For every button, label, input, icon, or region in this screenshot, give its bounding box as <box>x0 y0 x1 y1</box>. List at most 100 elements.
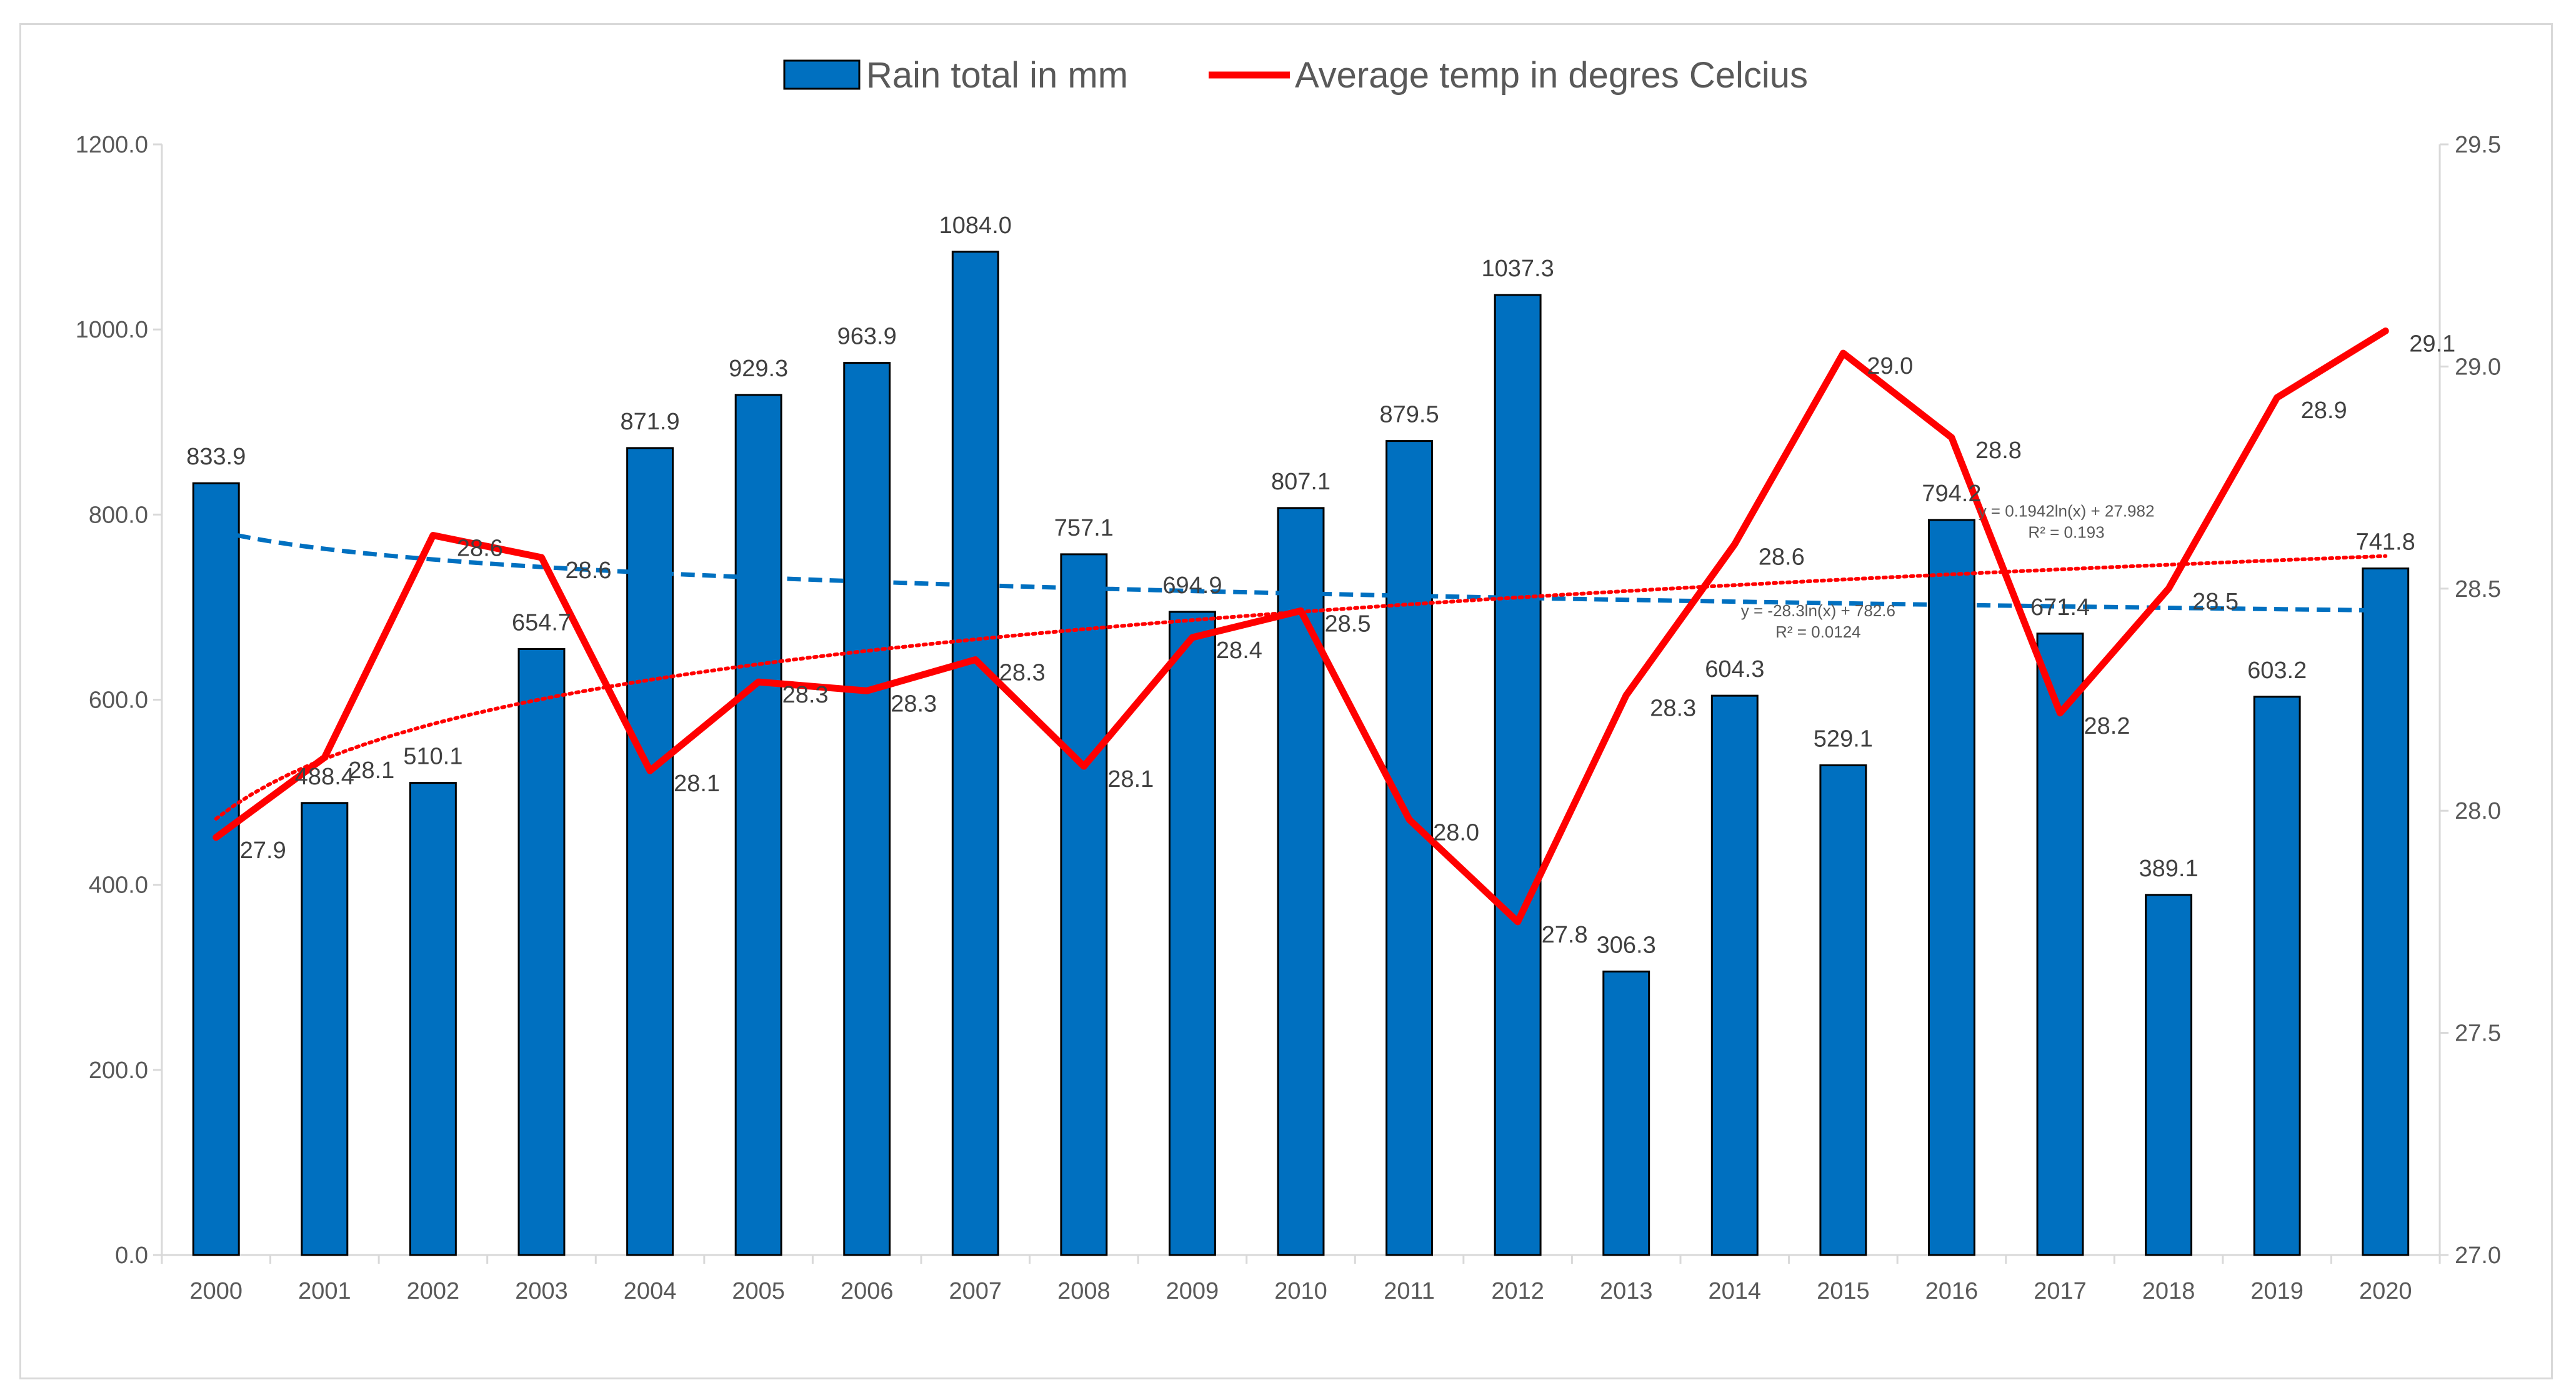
x-tick-label: 2000 <box>190 1278 243 1304</box>
rain-bar <box>843 362 891 1256</box>
x-tick-label: 2010 <box>1274 1278 1327 1304</box>
x-tick-label: 2002 <box>407 1278 460 1304</box>
x-tick-label: 2019 <box>2250 1278 2304 1304</box>
rain-bar <box>1494 294 1542 1256</box>
rain-trend-equation: y = -28.3ln(x) + 782.6 <box>1741 601 1895 620</box>
y-left-tick-label: 1200.0 <box>76 132 148 158</box>
y-left-tick-label: 0.0 <box>115 1242 148 1269</box>
temp-point-label: 28.1 <box>674 771 720 797</box>
y-right-tick-label: 27.0 <box>2455 1242 2501 1269</box>
x-tick-label: 2007 <box>949 1278 1002 1304</box>
temp-trend-equation: y = 0.1942ln(x) + 27.982 <box>1979 501 2155 520</box>
x-tick-label: 2015 <box>1817 1278 1870 1304</box>
x-tick-label: 2016 <box>1925 1278 1979 1304</box>
rain-bar <box>626 447 674 1256</box>
y-left-tick-label: 800.0 <box>89 502 148 528</box>
rain-bar-label: 807.1 <box>1271 469 1330 495</box>
bar-labels: 833.9 488.4 510.1 654.7 871.9 929.3 963.9 1084.… <box>186 212 2415 959</box>
rain-bar-label: 654.7 <box>512 609 571 636</box>
x-tick-label: 2012 <box>1491 1278 1544 1304</box>
rain-bar-label: 1037.3 <box>1482 256 1554 282</box>
temperature-labels: 27.9 28.1 28.6 28.6 28.1 28.3 28.3 28.3 28.1 28.4… <box>240 331 2455 948</box>
temp-point-label: 28.6 <box>457 536 503 562</box>
temp-point-label: 27.9 <box>240 838 286 864</box>
rain-bar-label: 510.1 <box>403 744 462 770</box>
legend-label-temp: Average temp in degres Celcius <box>1295 55 1808 96</box>
rain-bar <box>2253 696 2301 1256</box>
temp-point-label: 29.0 <box>1867 353 1913 379</box>
temp-point-label: 27.8 <box>1542 922 1588 948</box>
rain-bar <box>1385 440 1434 1256</box>
rain-bar <box>1927 519 1975 1256</box>
rain-bar-label: 529.1 <box>1814 726 1873 752</box>
temp-point-label: 28.5 <box>1325 611 1371 637</box>
rain-bar <box>517 648 566 1256</box>
y-right-tick-label: 28.5 <box>2455 576 2501 602</box>
rain-trendline <box>216 528 2386 613</box>
x-tick-label: 2018 <box>2142 1278 2195 1304</box>
bars <box>192 251 2410 1256</box>
rain-temperature-chart: Rain total in mm Average temp in degres … <box>76 55 2501 1304</box>
rain-bar-label: 963.9 <box>837 324 897 350</box>
temp-point-label: 29.1 <box>2409 331 2455 358</box>
temp-trend-r2: R² = 0.193 <box>2028 522 2104 541</box>
rain-bar <box>951 251 999 1256</box>
temp-point-label: 28.4 <box>1216 638 1262 664</box>
rain-bar-label: 794.2 <box>1922 481 1981 507</box>
rain-bar <box>1168 611 1216 1256</box>
rain-trend-r2: R² = 0.0124 <box>1775 622 1861 641</box>
y-right-tick-label: 28.0 <box>2455 798 2501 824</box>
temperature-line-group <box>212 328 2389 926</box>
rain-bar-label: 488.4 <box>295 764 354 790</box>
legend-label-rain: Rain total in mm <box>866 55 1128 96</box>
rain-bar <box>2036 632 2084 1256</box>
temp-point-label: 28.1 <box>1107 766 1154 792</box>
rain-bar-label: 389.1 <box>2139 856 2199 882</box>
y-right-tick-label: 29.0 <box>2455 354 2501 380</box>
rain-bar <box>734 394 782 1256</box>
rain-bar <box>192 482 240 1256</box>
legend-swatch-rain <box>783 59 861 90</box>
y-left-tick-label: 1000.0 <box>76 317 148 343</box>
temp-point-label: 28.1 <box>348 758 394 784</box>
rain-bar <box>2362 568 2410 1256</box>
x-tick-label: 2005 <box>732 1278 785 1304</box>
rain-bar-label: 757.1 <box>1054 515 1114 541</box>
rain-bar <box>1819 764 1867 1256</box>
x-tick-label: 2011 <box>1384 1278 1435 1304</box>
x-tick-label: 2006 <box>841 1278 894 1304</box>
temp-point-label: 28.5 <box>2192 589 2239 615</box>
y-left-tick-label: 400.0 <box>89 872 148 899</box>
rain-bar-label: 741.8 <box>2356 529 2415 556</box>
rain-bar <box>1277 507 1325 1256</box>
temp-point-label: 28.0 <box>1433 819 1479 846</box>
x-tick-label: 2004 <box>624 1278 677 1304</box>
temp-point-label: 28.3 <box>891 691 937 717</box>
rain-bar-label: 306.3 <box>1597 932 1656 958</box>
rain-bar-label: 604.3 <box>1705 656 1764 682</box>
rain-bar-label: 1084.0 <box>939 212 1012 239</box>
rain-bar <box>1060 553 1108 1256</box>
rain-bar-label: 871.9 <box>621 409 680 435</box>
x-tick-label: 2001 <box>298 1278 351 1304</box>
rain-bar <box>301 802 349 1256</box>
y-left-tick-label: 600.0 <box>89 688 148 714</box>
y-right-tick-label: 27.5 <box>2455 1021 2501 1047</box>
rain-bar-label: 929.3 <box>729 356 788 382</box>
rain-bar <box>1710 694 1759 1256</box>
rain-bar-label: 694.9 <box>1162 572 1222 599</box>
rain-bar <box>2145 894 2193 1256</box>
y-left-tick-label: 200.0 <box>89 1058 148 1084</box>
legend: Rain total in mm Average temp in degres … <box>783 55 1808 96</box>
x-tick-label: 2013 <box>1600 1278 1653 1304</box>
rain-bar-label: 833.9 <box>186 444 246 470</box>
x-tick-label: 2008 <box>1057 1278 1111 1304</box>
x-tick-label: 2020 <box>2359 1278 2412 1304</box>
axes: 0.0 200.0 400.0 600.0 800.0 1000.0 1200.0 27.0 2… <box>76 132 2501 1304</box>
temp-point-label: 28.2 <box>2084 713 2130 739</box>
trend-equations: y = -28.3ln(x) + 782.6 R² = 0.0124 y = 0.1… <box>1741 501 2155 641</box>
y-right-tick-label: 29.5 <box>2455 132 2501 158</box>
temp-point-label: 28.3 <box>782 682 829 708</box>
rain-bar <box>1602 970 1650 1256</box>
x-tick-label: 2009 <box>1166 1278 1219 1304</box>
